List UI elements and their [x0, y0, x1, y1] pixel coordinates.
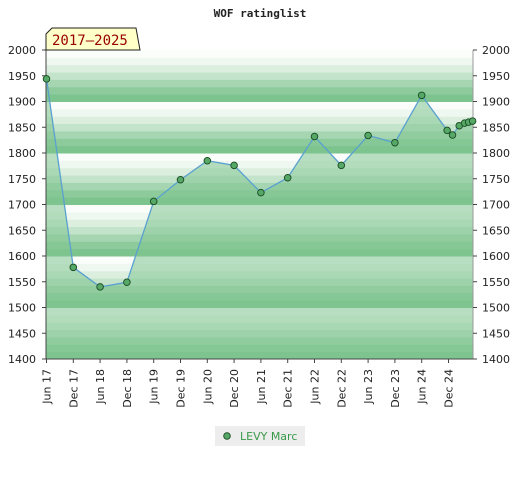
y-tick-label: 1550 — [8, 276, 36, 289]
data-point — [310, 132, 319, 141]
band-stripe — [46, 167, 473, 176]
band-stripe — [46, 57, 473, 66]
data-point — [123, 278, 131, 287]
y-tick-label: 2000 — [8, 44, 36, 57]
y-tick-label-right: 1850 — [482, 121, 510, 134]
data-point — [69, 263, 78, 272]
data-point — [364, 131, 372, 140]
x-tick-label: Jun 24 — [416, 369, 429, 405]
y-tick-label: 1750 — [8, 173, 36, 186]
data-point — [391, 138, 399, 147]
y-tick-label-right: 1650 — [482, 224, 510, 237]
y-tick-label: 1800 — [8, 147, 36, 160]
y-tick-label: 1850 — [8, 121, 36, 134]
chart-title: WOF ratinglist — [214, 7, 307, 20]
data-point — [283, 173, 292, 182]
x-tick-label: Jun 23 — [362, 369, 375, 405]
x-tick-label: Dec 20 — [228, 369, 241, 408]
data-point — [448, 131, 457, 139]
y-tick-label-right: 1600 — [482, 250, 510, 263]
y-tick-label: 1700 — [8, 199, 36, 212]
y-tick-label: 1450 — [8, 327, 36, 340]
x-tick-label: Dec 19 — [175, 369, 188, 408]
area-layer — [46, 78, 473, 359]
band-stripe — [46, 145, 473, 154]
x-tick-label: Dec 17 — [67, 369, 80, 408]
legend-box — [215, 426, 305, 446]
data-point — [42, 75, 51, 83]
band-stripe — [46, 116, 473, 125]
y-tick-label-right: 1550 — [482, 276, 510, 289]
y-tick-label-right: 1450 — [482, 327, 510, 340]
x-tick-label: Jun 21 — [255, 369, 268, 405]
data-point — [149, 197, 158, 206]
band-stripe — [46, 153, 473, 161]
y-tick-label-right: 2000 — [482, 44, 510, 57]
band-stripe — [46, 64, 473, 73]
x-tick-label: Jun 20 — [201, 369, 214, 405]
x-tick-label: Dec 23 — [389, 369, 402, 408]
band-stripe — [46, 108, 473, 117]
y-tick-label-right: 1500 — [482, 302, 510, 315]
data-point — [417, 91, 426, 100]
x-tick-label: Jun 22 — [309, 369, 322, 405]
badge-shape — [45, 27, 141, 51]
x-tick-label: Dec 24 — [443, 369, 456, 408]
series-area — [46, 78, 473, 359]
y-tick-label: 1950 — [8, 70, 36, 83]
data-point — [257, 188, 265, 197]
data-points — [42, 75, 477, 291]
data-point — [468, 117, 477, 125]
band-stripe — [46, 123, 473, 132]
band-stripe — [46, 94, 473, 102]
legend[interactable]: LEVY Marc — [215, 426, 305, 446]
data-point — [176, 176, 185, 184]
band-stripe — [46, 50, 473, 58]
y-tick-label: 1600 — [8, 250, 36, 263]
y-tick-label-right: 1950 — [482, 70, 510, 83]
x-axis: Jun 17 Dec 17 Jun 18 Dec 18 Jun 19 Dec 19 Jun … — [41, 359, 456, 408]
data-point — [337, 161, 346, 170]
data-point — [230, 161, 238, 170]
y-tick-label-right: 1800 — [482, 147, 510, 160]
x-tick-label: Dec 22 — [335, 369, 348, 408]
legend-label: LEVY Marc — [240, 430, 297, 443]
band-stripe — [46, 182, 473, 191]
data-point — [443, 126, 451, 135]
band-stripe — [46, 160, 473, 169]
y-tick-label-right: 1900 — [482, 96, 510, 109]
x-tick-label: Jun 18 — [94, 369, 107, 405]
y-axis-right: 1400 1450 1500 1550 1600 1650 1700 1750 1800 1850… — [473, 44, 510, 366]
y-tick-label-right: 1700 — [482, 199, 510, 212]
y-tick-label-right: 1400 — [482, 353, 510, 366]
y-axis-left: 1400 1450 1500 1550 1600 1650 1700 1750 1800 1850… — [8, 44, 46, 366]
band-stripe — [46, 138, 473, 147]
y-tick-label: 1500 — [8, 302, 36, 315]
band-stripe — [46, 79, 473, 88]
x-tick-label: Jun 19 — [148, 369, 161, 405]
band-stripe — [46, 175, 473, 183]
band-stripe — [46, 101, 473, 110]
x-tick-label: Dec 18 — [121, 369, 134, 408]
badge-text: 2017–2025 — [52, 33, 128, 49]
x-tick-label: Jun 17 — [41, 369, 54, 405]
data-point — [203, 156, 212, 165]
legend-marker — [223, 432, 231, 440]
x-tick-label: Dec 21 — [282, 369, 295, 408]
data-point — [96, 283, 104, 291]
y-tick-label: 1900 — [8, 96, 36, 109]
band-stripe — [46, 86, 473, 95]
band-stripe — [46, 130, 473, 139]
y-tick-label: 1400 — [8, 353, 36, 366]
y-tick-label-right: 1750 — [482, 173, 510, 186]
y-tick-label: 1650 — [8, 224, 36, 237]
band-stripe — [46, 72, 473, 80]
period-badge: 2017–2025 — [45, 27, 141, 51]
